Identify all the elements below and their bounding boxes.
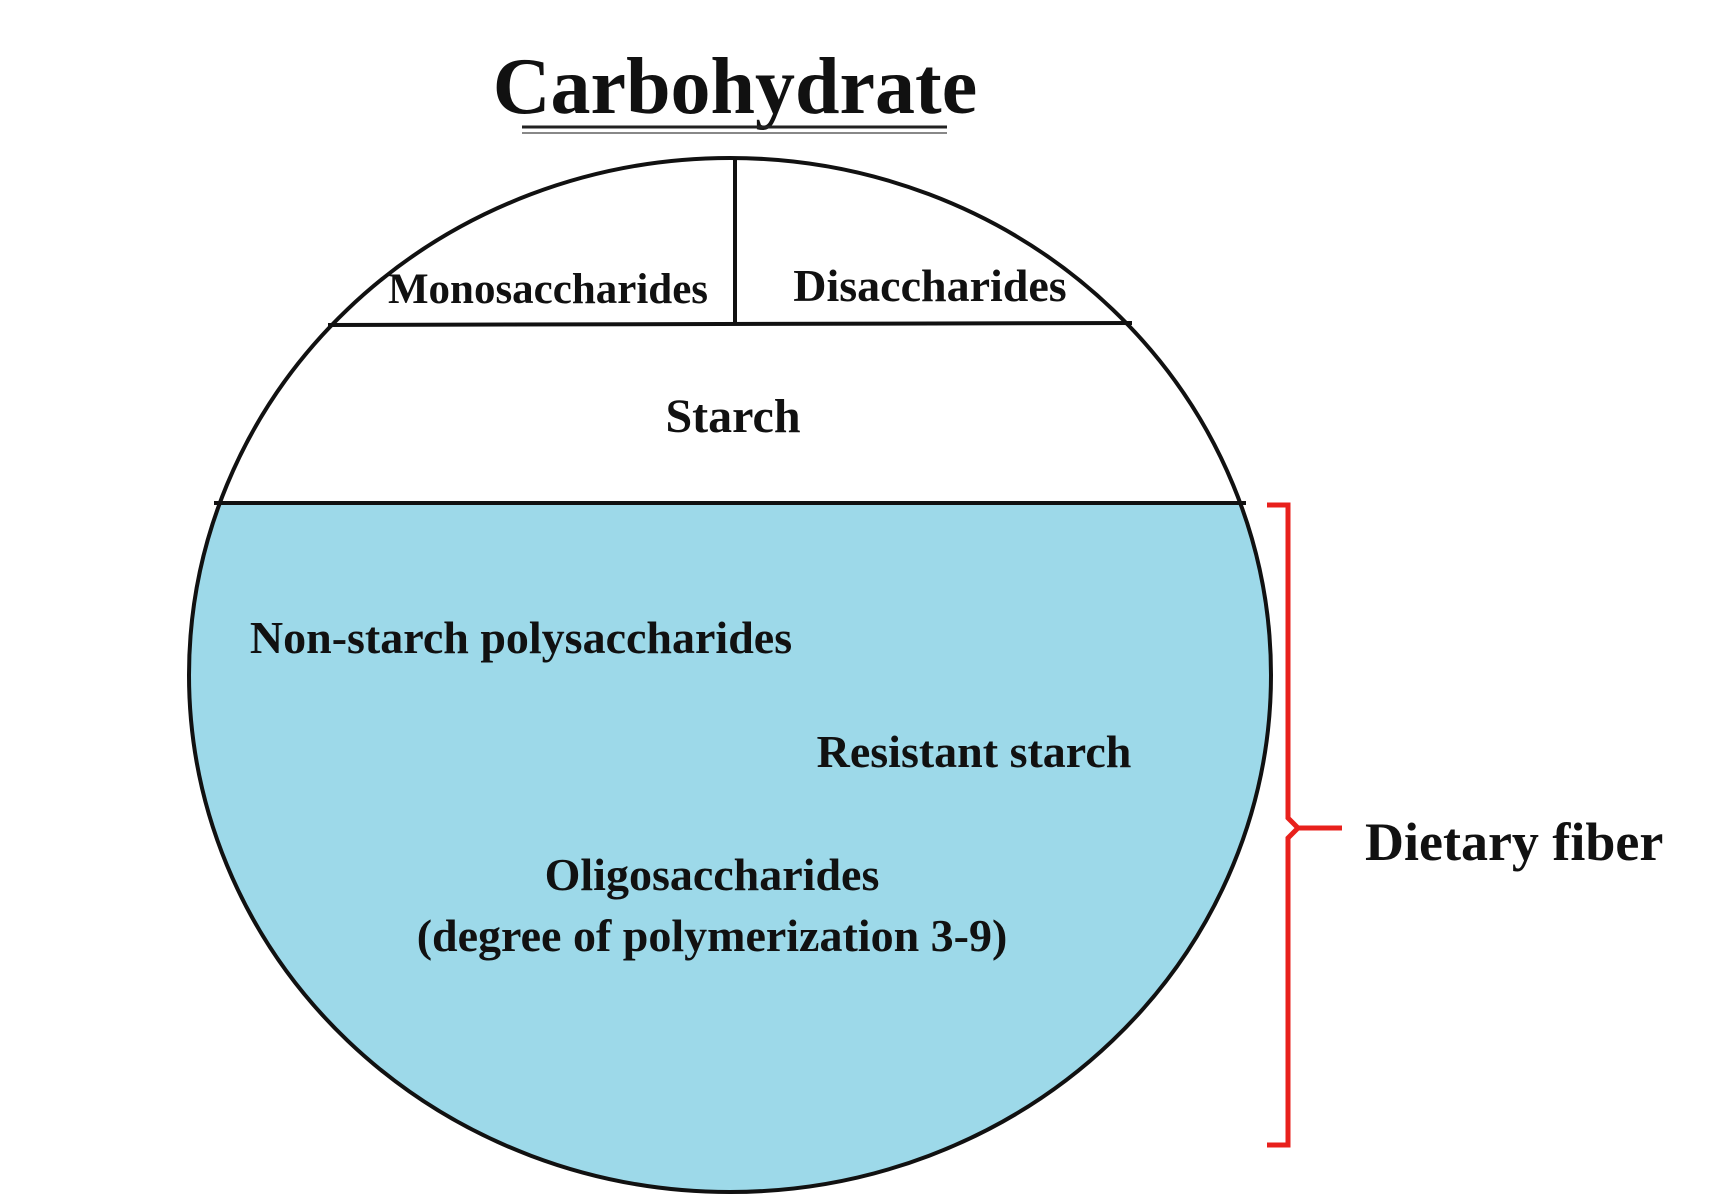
divider-sugars — [327, 321, 1133, 327]
oligosaccharides-note: (degree of polymerization 3-9) — [417, 910, 1008, 961]
dietary-fiber-label: Dietary fiber — [1365, 812, 1663, 872]
oligosaccharides-label: Oligosaccharides — [545, 849, 880, 900]
dietary-fiber-bracket — [1267, 502, 1342, 1148]
starch-label: Starch — [665, 390, 800, 443]
carbohydrate-circle-outline — [187, 156, 1273, 1194]
non-starch-polysaccharides-label: Non-starch polysaccharides — [250, 612, 792, 663]
disaccharides-label: Disaccharides — [793, 260, 1066, 311]
diagram-title: Carbohydrate — [493, 43, 977, 131]
monosaccharides-label: Monosaccharides — [388, 266, 708, 313]
resistant-starch-label: Resistant starch — [817, 726, 1132, 777]
